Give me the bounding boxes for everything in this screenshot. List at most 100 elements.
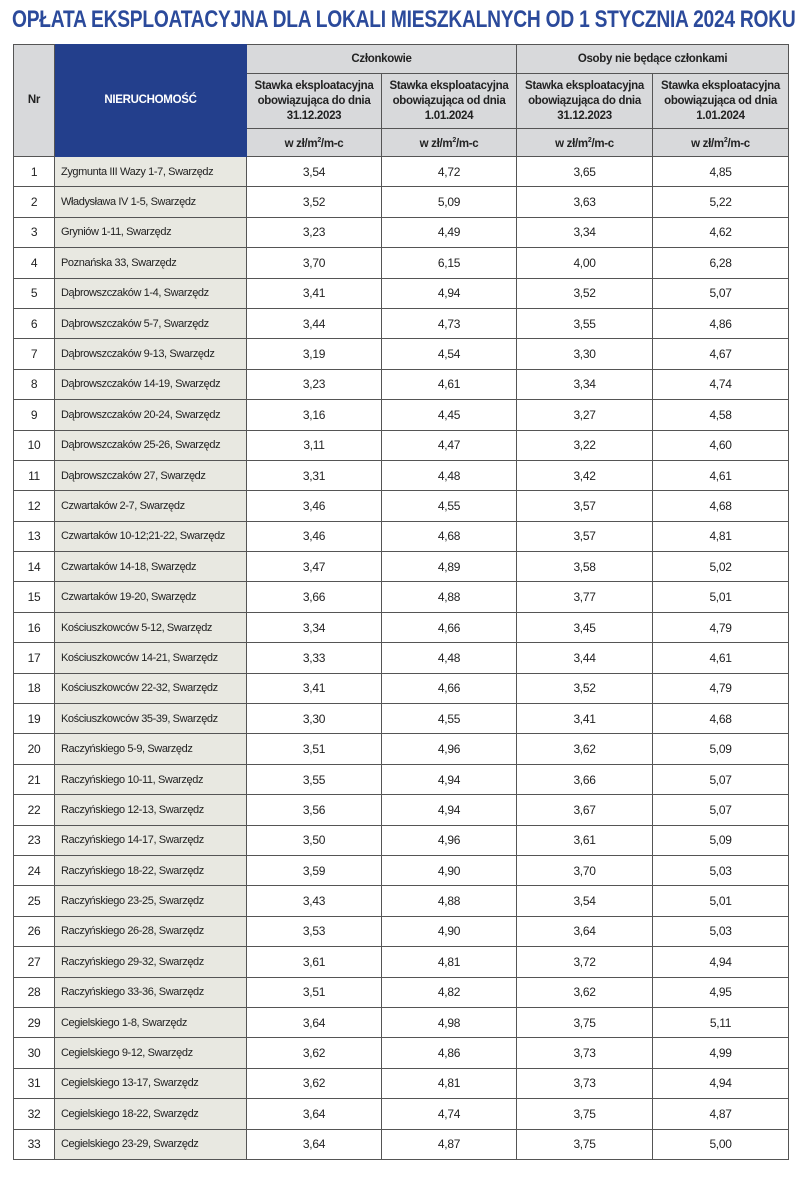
header-unit: w zł/m2/m-c bbox=[246, 128, 382, 157]
cell-non-members-2024: 5,03 bbox=[652, 854, 790, 887]
table-row: 4 Poznańska 33, Swarzędz 3,70 6,15 4,00 6,28 bbox=[13, 247, 790, 279]
cell-members-2024: 5,09 bbox=[380, 186, 518, 218]
cell-members-2023: 3,66 bbox=[246, 581, 382, 613]
cell-property: Dąbrowszczaków 27, Swarzędz bbox=[54, 459, 247, 492]
unit-prefix: w zł/m bbox=[284, 137, 318, 150]
cell-non-members-2024: 5,11 bbox=[652, 1006, 790, 1039]
cell-non-members-2024: 4,79 bbox=[652, 672, 790, 705]
cell-nr: 13 bbox=[13, 520, 55, 553]
cell-property: Raczyńskiego 12-13, Swarzędz bbox=[54, 794, 247, 826]
cell-members-2023: 3,61 bbox=[246, 946, 382, 978]
unit-sup: 2 bbox=[317, 137, 321, 145]
cell-members-2024: 4,49 bbox=[380, 216, 518, 249]
header-nr: Nr bbox=[13, 44, 55, 157]
cell-nr: 21 bbox=[13, 763, 55, 796]
table-row: 30 Cegielskiego 9-12, Swarzędz 3,62 4,86 3,7… bbox=[13, 1037, 790, 1069]
cell-property: Cegielskiego 1-8, Swarzędz bbox=[54, 1006, 247, 1039]
cell-non-members-2024: 4,61 bbox=[652, 642, 790, 674]
table-row: 1 Zygmunta III Wazy 1-7, Swarzędz 3,54 4,72… bbox=[13, 155, 790, 188]
cell-members-2023: 3,34 bbox=[246, 611, 382, 644]
cell-nr: 5 bbox=[13, 277, 55, 309]
cell-property: Raczyńskiego 14-17, Swarzędz bbox=[54, 824, 247, 856]
table-row: 7 Dąbrowszczaków 9-13, Swarzędz 3,19 4,54 3,… bbox=[13, 338, 790, 370]
header-unit: w zł/m2/m-c bbox=[380, 128, 518, 157]
cell-non-members-2023: 3,45 bbox=[516, 611, 654, 644]
header-rate-line: Stawka eksploatacyjna bbox=[525, 79, 645, 92]
cell-non-members-2024: 4,62 bbox=[652, 216, 790, 249]
header-rate-line: Stawka eksploatacyjna bbox=[661, 79, 781, 92]
cell-non-members-2024: 4,86 bbox=[652, 307, 790, 340]
header-rate-line: obowiązująca od dnia bbox=[392, 94, 506, 107]
cell-non-members-2023: 3,52 bbox=[516, 672, 654, 705]
cell-non-members-2023: 3,75 bbox=[516, 1128, 654, 1160]
cell-members-2023: 3,11 bbox=[246, 429, 382, 461]
header-rate-until-0: Stawka eksploatacyjna obowiązująca do dni… bbox=[246, 73, 382, 129]
cell-members-2023: 3,30 bbox=[246, 703, 382, 735]
cell-members-2024: 4,54 bbox=[380, 338, 518, 370]
cell-members-2024: 4,81 bbox=[380, 1067, 518, 1100]
cell-members-2023: 3,62 bbox=[246, 1037, 382, 1069]
cell-members-2023: 3,64 bbox=[246, 1006, 382, 1039]
cell-nr: 17 bbox=[13, 642, 55, 674]
unit-sup: 2 bbox=[723, 137, 728, 145]
cell-non-members-2023: 3,73 bbox=[516, 1037, 654, 1069]
cell-nr: 27 bbox=[13, 946, 55, 978]
cell-members-2024: 4,48 bbox=[380, 459, 518, 492]
cell-nr: 8 bbox=[13, 368, 55, 401]
cell-members-2023: 3,62 bbox=[246, 1067, 382, 1100]
cell-members-2023: 3,23 bbox=[246, 368, 382, 401]
cell-property: Kościuszkowców 22-32, Swarzędz bbox=[54, 672, 247, 705]
cell-nr: 25 bbox=[13, 885, 55, 917]
cell-property: Czwartaków 10-12;21-22, Swarzędz bbox=[54, 520, 247, 553]
cell-property: Raczyńskiego 33-36, Swarzędz bbox=[54, 976, 247, 1008]
unit-sup: 2 bbox=[587, 137, 592, 145]
cell-non-members-2023: 3,72 bbox=[516, 946, 654, 978]
unit-suffix: /m-c bbox=[727, 137, 750, 150]
cell-nr: 22 bbox=[13, 794, 55, 826]
cell-members-2024: 4,68 bbox=[380, 520, 518, 553]
cell-non-members-2024: 4,99 bbox=[652, 1037, 790, 1069]
table-row: 3 Gryniów 1-11, Swarzędz 3,23 4,49 3,34 4,62 bbox=[13, 216, 790, 249]
cell-members-2024: 4,81 bbox=[380, 946, 518, 978]
cell-members-2024: 4,87 bbox=[380, 1128, 518, 1160]
cell-non-members-2023: 3,61 bbox=[516, 824, 654, 856]
unit-prefix: w zł/m bbox=[419, 137, 453, 150]
cell-members-2023: 3,56 bbox=[246, 794, 382, 826]
cell-nr: 9 bbox=[13, 399, 55, 431]
cell-nr: 30 bbox=[13, 1037, 55, 1069]
cell-members-2023: 3,33 bbox=[246, 642, 382, 674]
cell-members-2023: 3,41 bbox=[246, 277, 382, 309]
cell-members-2024: 4,45 bbox=[380, 399, 518, 431]
unit-suffix: /m-c bbox=[591, 137, 614, 150]
cell-members-2023: 3,52 bbox=[246, 186, 382, 218]
table-row: 29 Cegielskiego 1-8, Swarzędz 3,64 4,98 3,75… bbox=[13, 1006, 790, 1039]
cell-nr: 1 bbox=[13, 155, 55, 188]
table-row: 24 Raczyńskiego 18-22, Swarzędz 3,59 4,90 3,… bbox=[13, 854, 790, 887]
cell-members-2024: 4,90 bbox=[380, 915, 518, 948]
table-row: 33 Cegielskiego 23-29, Swarzędz 3,64 4,87 3,… bbox=[13, 1128, 790, 1160]
table-row: 10 Dąbrowszczaków 25-26, Swarzędz 3,11 4,47… bbox=[13, 429, 790, 461]
table-row: 26 Raczyńskiego 26-28, Swarzędz 3,53 4,90 3,… bbox=[13, 915, 790, 948]
cell-non-members-2024: 5,22 bbox=[652, 186, 790, 218]
cell-property: Cegielskiego 18-22, Swarzędz bbox=[54, 1098, 247, 1130]
cell-non-members-2024: 5,09 bbox=[652, 733, 790, 765]
cell-members-2024: 4,88 bbox=[380, 885, 518, 917]
cell-members-2024: 4,96 bbox=[380, 733, 518, 765]
cell-non-members-2023: 3,58 bbox=[516, 551, 654, 583]
cell-non-members-2023: 3,57 bbox=[516, 490, 654, 522]
cell-members-2024: 4,73 bbox=[380, 307, 518, 340]
cell-non-members-2024: 4,95 bbox=[652, 976, 790, 1008]
cell-members-2024: 4,55 bbox=[380, 490, 518, 522]
cell-nr: 19 bbox=[13, 703, 55, 735]
cell-property: Władysława IV 1-5, Swarzędz bbox=[54, 186, 247, 218]
cell-property: Dąbrowszczaków 20-24, Swarzędz bbox=[54, 399, 247, 431]
cell-members-2023: 3,59 bbox=[246, 854, 382, 887]
cell-non-members-2023: 3,73 bbox=[516, 1067, 654, 1100]
cell-members-2023: 3,53 bbox=[246, 915, 382, 948]
cell-members-2023: 3,55 bbox=[246, 763, 382, 796]
cell-non-members-2023: 3,75 bbox=[516, 1098, 654, 1130]
cell-nr: 18 bbox=[13, 672, 55, 705]
cell-members-2024: 4,55 bbox=[380, 703, 518, 735]
cell-non-members-2023: 3,42 bbox=[516, 459, 654, 492]
cell-non-members-2024: 4,74 bbox=[652, 368, 790, 401]
